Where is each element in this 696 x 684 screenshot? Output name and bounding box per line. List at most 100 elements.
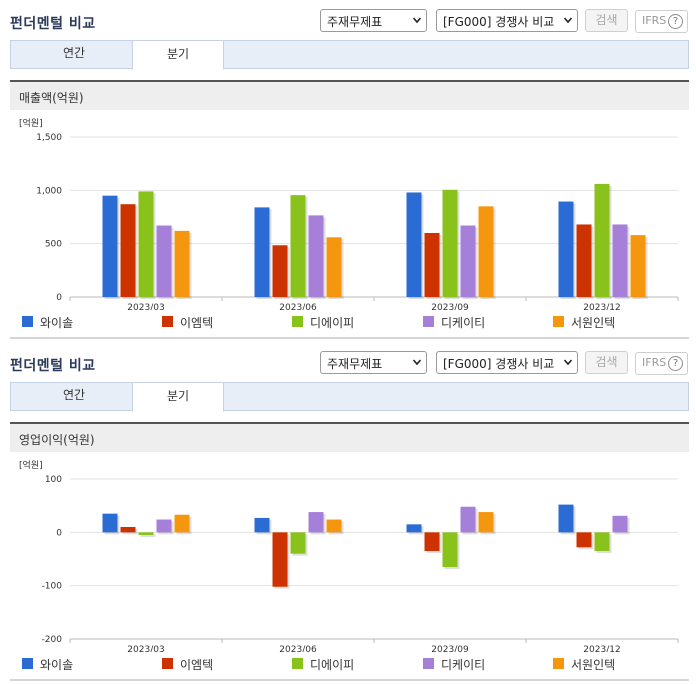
- y-tick-label: 500: [45, 240, 62, 250]
- help-icon[interactable]: ?: [668, 356, 683, 371]
- legend-label: 와이솔: [40, 316, 74, 330]
- bar: [156, 519, 172, 533]
- help-icon[interactable]: ?: [668, 14, 683, 29]
- x-tick-label: 2023/09: [431, 303, 469, 310]
- legend-label: 와이솔: [40, 658, 74, 672]
- bar: [120, 527, 136, 533]
- chevron-down-icon: [413, 17, 421, 24]
- legend-label: 디에이피: [310, 658, 355, 672]
- section-title: 펀더멘털 비교: [10, 358, 96, 374]
- bar: [308, 215, 324, 297]
- statement-type-select[interactable]: 주재무제표: [320, 351, 427, 374]
- chevron-down-icon: [564, 359, 572, 366]
- bar: [424, 233, 440, 297]
- chart-metric-title: 매출액(억원): [19, 91, 84, 105]
- tab-annual[interactable]: 연간: [62, 388, 86, 402]
- operating-profit-bar-chart: [억원] -200 -100 0 100 2023/03 2023/06 2023/09 202…: [19, 459, 679, 652]
- bar: [594, 532, 610, 551]
- legend-label: 디에이피: [310, 316, 355, 330]
- legend-label: 이엠텍: [180, 658, 214, 672]
- tab-quarterly[interactable]: 분기: [132, 40, 224, 70]
- legend-swatch: [22, 658, 33, 669]
- legend-swatch: [423, 316, 434, 327]
- period-tabs: 연간 분기: [10, 382, 689, 412]
- y-tick-label: 1,000: [36, 186, 62, 196]
- ifrs-label: IFRS: [642, 14, 667, 27]
- fundamental-section-operating-profit: 펀더멘털 비교 주재무제표 [FG000] 경쟁사 비교 검색 IFRS ? 연…: [0, 342, 696, 684]
- bar: [174, 514, 190, 533]
- bar: [460, 506, 476, 533]
- legend-swatch: [423, 658, 434, 669]
- chevron-down-icon: [413, 359, 421, 366]
- chart-metric-title: 영업이익(억원): [19, 433, 95, 447]
- period-tabs: 연간 분기: [10, 40, 689, 70]
- statement-type-value: 주재무제표: [327, 15, 383, 29]
- bar: [290, 532, 306, 554]
- chart-header: 영업이익(억원): [10, 422, 689, 452]
- bar: [424, 532, 440, 551]
- bar: [406, 524, 422, 533]
- bar-shadow: [140, 534, 156, 537]
- bar: [308, 512, 324, 533]
- unit-label: [억원]: [19, 459, 43, 471]
- x-tick-label: 2023/09: [431, 645, 469, 652]
- bar: [254, 207, 270, 297]
- y-tick-label: 0: [56, 293, 62, 303]
- tab-quarterly[interactable]: 분기: [132, 382, 224, 412]
- chart-header: 매출액(억원): [10, 80, 689, 110]
- divider: [10, 337, 689, 339]
- bar: [558, 504, 574, 533]
- legend-label: 디케이티: [441, 658, 486, 672]
- bar: [138, 532, 154, 535]
- legend-label: 디케이티: [441, 316, 486, 330]
- unit-label: [억원]: [19, 117, 43, 129]
- bar: [156, 225, 172, 297]
- bar: [102, 513, 118, 533]
- bar: [442, 189, 458, 297]
- bar: [326, 519, 342, 533]
- bar: [406, 192, 422, 297]
- bar: [630, 235, 646, 297]
- ifrs-button[interactable]: IFRS ?: [635, 10, 688, 33]
- y-tick-label: 1,500: [36, 133, 62, 143]
- x-tick-label: 2023/06: [279, 645, 317, 652]
- section-title: 펀더멘털 비교: [10, 16, 96, 32]
- bar: [478, 206, 494, 297]
- bar: [612, 515, 628, 533]
- legend-label: 이엠텍: [180, 316, 214, 330]
- y-tick-label: 100: [45, 475, 62, 485]
- bar: [254, 517, 270, 533]
- search-button[interactable]: 검색: [585, 351, 628, 374]
- bar: [138, 191, 154, 297]
- bar: [558, 201, 574, 297]
- fundamental-section-revenue: 펀더멘털 비교 주재무제표 [FG000] 경쟁사 비교 검색 IFRS ? 연…: [10, 9, 689, 339]
- ifrs-label: IFRS: [642, 356, 667, 369]
- ifrs-button[interactable]: IFRS ?: [635, 352, 688, 375]
- x-tick-label: 2023/06: [279, 303, 317, 310]
- bar: [272, 532, 288, 587]
- bar: [326, 237, 342, 297]
- bar: [576, 532, 592, 548]
- search-button[interactable]: 검색: [585, 9, 628, 32]
- chevron-down-icon: [564, 17, 572, 24]
- bar: [102, 195, 118, 297]
- x-tick-label: 2023/03: [127, 303, 164, 310]
- revenue-bar-chart: [억원] 0 500 1,000 1,500 2023/03 2023/06 2023/09 2…: [19, 117, 679, 310]
- y-tick-label: -200: [42, 635, 63, 645]
- tab-annual[interactable]: 연간: [62, 46, 86, 60]
- bar: [612, 224, 628, 297]
- legend-swatch: [162, 316, 173, 327]
- y-tick-label: 0: [56, 528, 62, 538]
- bar: [442, 532, 458, 567]
- legend-label: 서원인텍: [571, 658, 616, 672]
- bar: [594, 183, 610, 297]
- peer-group-value: [FG000] 경쟁사 비교: [443, 15, 555, 29]
- bar: [478, 512, 494, 533]
- bar: [120, 204, 136, 297]
- bar: [460, 225, 476, 297]
- peer-group-select[interactable]: [FG000] 경쟁사 비교: [436, 351, 578, 374]
- peer-group-select[interactable]: [FG000] 경쟁사 비교: [436, 9, 578, 32]
- bar: [174, 230, 190, 297]
- x-tick-label: 2023/12: [583, 645, 620, 652]
- statement-type-select[interactable]: 주재무제표: [320, 9, 427, 32]
